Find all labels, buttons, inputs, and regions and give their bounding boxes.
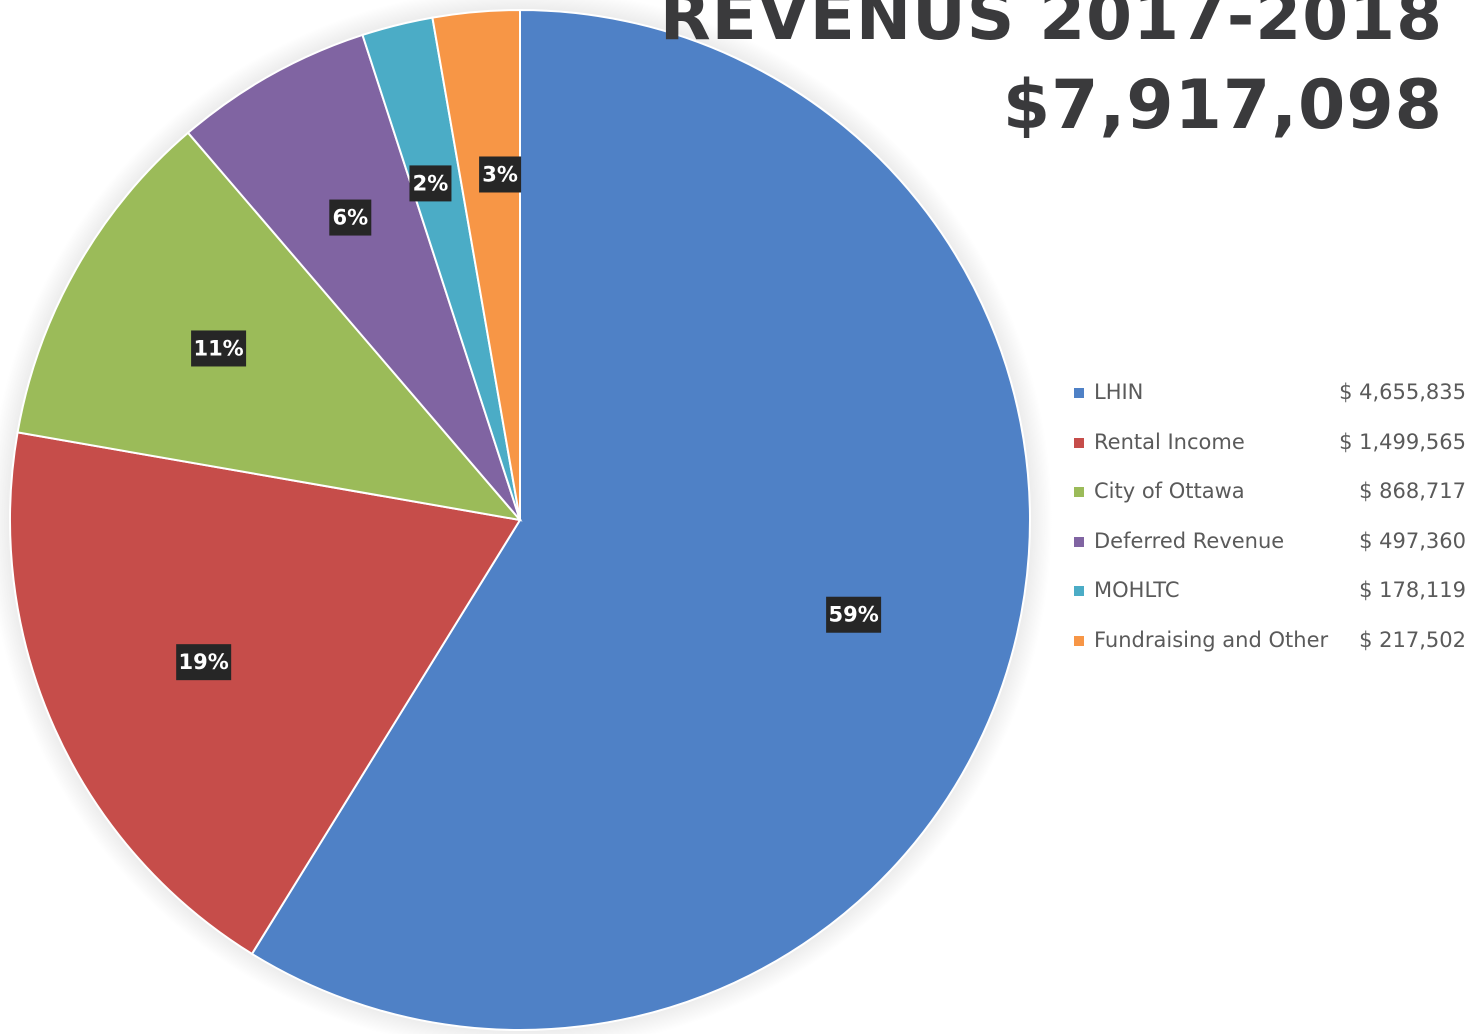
pie-slice-lhin (250, 8, 1031, 1031)
legend-amount: $ 178,119 (1359, 578, 1466, 603)
pie-label-text: 6% (332, 206, 368, 230)
legend-label: Rental Income (1094, 429, 1245, 454)
legend-amount: $ 868,717 (1359, 479, 1466, 504)
pie-slice-fundraising-and-other (431, 8, 521, 521)
pie-label-box (329, 199, 372, 236)
legend-item-rental-income: Rental Income $ 1,499,565 (1068, 422, 1466, 472)
legend-amount: $ 497,360 (1359, 528, 1466, 553)
legend-item-city-of-ottawa: City of Ottawa $ 868,717 (1068, 471, 1466, 521)
legend-label: LHIN (1094, 380, 1144, 404)
pie-slice-city-of-ottawa (16, 131, 523, 522)
pie-label-box (479, 156, 522, 193)
chart-legend: LHIN $ 4,655,835 Rental Income $ 1,499,565 C… (1068, 372, 1466, 670)
legend-swatch (1074, 437, 1084, 448)
pie-label-box (191, 330, 247, 367)
pie-label-box (176, 644, 232, 681)
legend-amount: $ 4,655,835 (1339, 380, 1466, 404)
pie-label-text: 3% (482, 162, 518, 186)
pie-percent-labels: 59% 19% 11% 6% 2% 3% (176, 156, 882, 681)
legend-label: MOHLTC (1094, 578, 1180, 603)
legend-swatch (1074, 635, 1084, 646)
legend-label: Fundraising and Other (1094, 627, 1329, 652)
legend-amount: $ 217,502 (1359, 627, 1466, 652)
pie-label-mohltc: 2% (409, 165, 452, 202)
legend-item-lhin: LHIN $ 4,655,835 (1068, 372, 1466, 422)
pie-label-deferred-revenue: 6% (329, 199, 372, 236)
legend-swatch (1074, 536, 1084, 547)
pie-label-city-of-ottawa: 11% (191, 330, 247, 367)
legend-swatch (1074, 487, 1084, 498)
pie-label-text: 19% (179, 650, 229, 674)
chart-total: $7,917,098 (1002, 66, 1443, 145)
pie-label-fundraising-and-other: 3% (479, 156, 522, 193)
pie-label-text: 11% (193, 336, 243, 360)
pie-label-lhin: 59% (826, 596, 882, 633)
pie-label-box (826, 596, 882, 633)
pie-slice-rental-income (9, 431, 522, 956)
legend-label: Deferred Revenue (1094, 528, 1285, 553)
legend-item-mohltc: MOHLTC $ 178,119 (1068, 570, 1466, 620)
legend-swatch (1074, 586, 1084, 597)
pie-label-text: 59% (828, 603, 878, 627)
legend-item-fundraising-and-other: Fundraising and Other $ 217,502 (1068, 620, 1466, 670)
legend-amount: $ 1,499,565 (1339, 429, 1466, 454)
pie-slices (9, 8, 1031, 1031)
legend-label: City of Ottawa (1094, 479, 1245, 504)
pie-slice-deferred-revenue (186, 33, 521, 521)
pie-label-text: 2% (413, 171, 449, 195)
pie-label-rental-income: 19% (176, 644, 232, 681)
pie-label-box (409, 165, 452, 202)
chart-title: REVENUS 2017-2018 (659, 0, 1443, 55)
legend-item-deferred-revenue: Deferred Revenue $ 497,360 (1068, 521, 1466, 571)
legend-swatch (1074, 388, 1084, 398)
